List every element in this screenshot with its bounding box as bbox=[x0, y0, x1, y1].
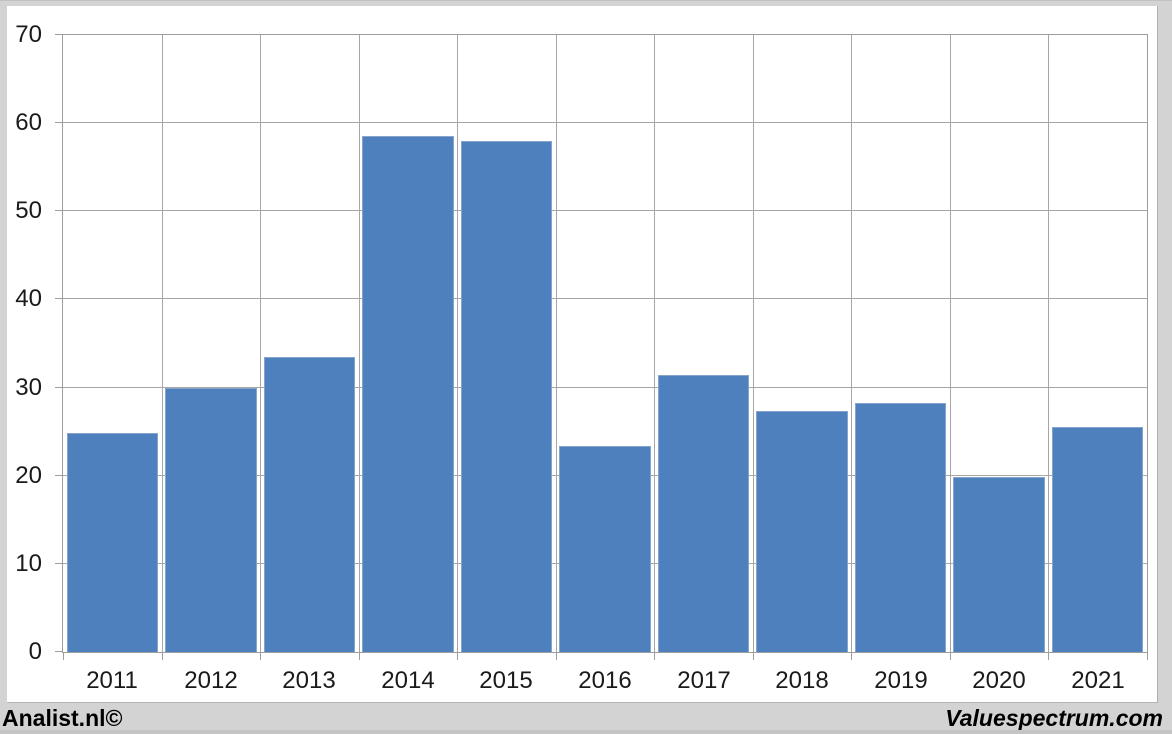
bar-2021 bbox=[1051, 427, 1144, 652]
bar-2013 bbox=[263, 356, 356, 652]
y-axis-tick-label: 70 bbox=[15, 21, 42, 48]
y-axis-tick-label: 60 bbox=[15, 109, 42, 136]
y-tick-mark bbox=[55, 122, 62, 123]
x-tick-mark bbox=[1048, 653, 1049, 660]
y-tick-mark bbox=[55, 210, 62, 211]
x-tick-mark bbox=[63, 653, 64, 660]
y-tick-mark bbox=[55, 475, 62, 476]
x-axis-category-label: 2016 bbox=[578, 667, 632, 694]
x-tick-mark bbox=[260, 653, 261, 660]
x-tick-mark bbox=[753, 653, 754, 660]
attribution-analist: Analist.nl© bbox=[2, 704, 123, 731]
bar-2012 bbox=[165, 387, 257, 652]
x-axis-category-label: 2014 bbox=[381, 667, 435, 694]
gridline bbox=[950, 35, 951, 652]
x-axis-category-label: 2020 bbox=[972, 667, 1026, 694]
x-axis-category-label: 2015 bbox=[479, 667, 533, 694]
gridline bbox=[753, 35, 754, 652]
window-bottom-edge bbox=[0, 730, 1172, 734]
gridline bbox=[162, 35, 163, 652]
x-axis-category-label: 2017 bbox=[677, 667, 731, 694]
y-axis-tick-label: 50 bbox=[15, 197, 42, 224]
gridline bbox=[63, 298, 1147, 300]
gridline bbox=[359, 35, 360, 652]
x-tick-mark bbox=[359, 653, 360, 660]
gridline bbox=[654, 35, 655, 652]
gridline bbox=[556, 35, 557, 652]
gridline bbox=[1048, 35, 1049, 652]
x-tick-mark bbox=[556, 653, 557, 660]
x-tick-mark bbox=[457, 653, 458, 660]
y-axis-tick-label: 20 bbox=[15, 462, 42, 489]
attribution-bar: Analist.nl© Valuespectrum.com bbox=[0, 702, 1172, 734]
x-tick-mark bbox=[162, 653, 163, 660]
bar-2014 bbox=[362, 136, 454, 652]
bar-2016 bbox=[559, 445, 651, 652]
gridline bbox=[260, 35, 261, 652]
x-axis-category-label: 2019 bbox=[874, 667, 928, 694]
y-axis-tick-label: 10 bbox=[15, 550, 42, 577]
y-tick-mark bbox=[55, 563, 62, 564]
x-tick-mark bbox=[950, 653, 951, 660]
y-tick-mark bbox=[55, 298, 62, 299]
gridline bbox=[457, 35, 458, 652]
gridline bbox=[63, 386, 1147, 388]
y-axis-tick-label: 30 bbox=[15, 374, 42, 401]
plot-area bbox=[62, 34, 1148, 653]
y-axis-tick-label: 40 bbox=[15, 285, 42, 312]
x-tick-mark bbox=[851, 653, 852, 660]
x-axis-category-label: 2021 bbox=[1071, 667, 1125, 694]
bar-2020 bbox=[953, 476, 1045, 652]
x-axis-category-label: 2012 bbox=[184, 667, 238, 694]
attribution-valuespectrum: Valuespectrum.com bbox=[945, 704, 1163, 731]
x-tick-mark bbox=[654, 653, 655, 660]
gridline bbox=[63, 210, 1147, 212]
bar-2019 bbox=[854, 402, 947, 652]
x-axis-category-label: 2018 bbox=[775, 667, 829, 694]
gridline bbox=[851, 35, 852, 652]
bar-2015 bbox=[460, 140, 553, 652]
y-tick-mark bbox=[55, 651, 62, 652]
y-tick-mark bbox=[55, 34, 62, 35]
y-axis-tick-label: 0 bbox=[28, 638, 42, 665]
y-tick-mark bbox=[55, 387, 62, 388]
x-axis-category-label: 2011 bbox=[86, 667, 138, 694]
bar-2017 bbox=[657, 375, 750, 652]
x-axis-category-label: 2013 bbox=[282, 667, 336, 694]
bar-2018 bbox=[756, 411, 848, 652]
bar-2011 bbox=[66, 433, 159, 652]
x-tick-mark bbox=[1147, 653, 1148, 660]
gridline bbox=[63, 122, 1147, 124]
